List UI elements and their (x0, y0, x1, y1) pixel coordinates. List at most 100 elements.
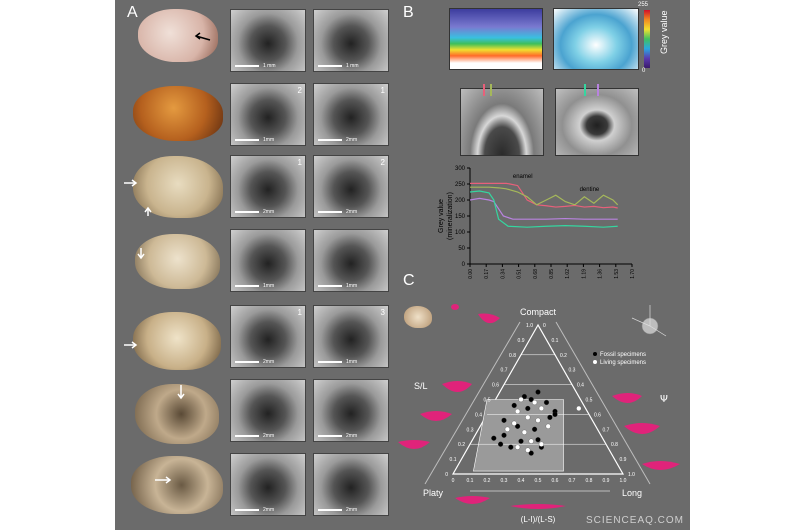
bottom-axis-label: (L-I)/(L-S) (521, 515, 556, 524)
sem-scale: 2mm (346, 209, 358, 215)
sem-scale: 1mm (263, 283, 275, 289)
tooth-photo-4 (135, 234, 220, 289)
sem-scale: 2mm (346, 507, 358, 513)
series-line (469, 197, 618, 220)
arrow-icon (124, 179, 185, 484)
legend-label: Living specimens (600, 360, 646, 366)
sem-number: 1 (297, 308, 302, 317)
scatter-point (543, 399, 550, 406)
x-tick-label: 0.51 (517, 269, 523, 279)
scatter-point (532, 426, 538, 432)
scatter-point (532, 399, 538, 406)
sem-image: 1 mm (313, 9, 389, 72)
scatter-point (515, 423, 521, 429)
sem-number: 3 (380, 308, 385, 317)
scatter-point (501, 432, 507, 438)
sem-image: 2mm (313, 379, 389, 442)
left-tick-label: 0.3 (467, 427, 474, 433)
left-tick-label: 0 (445, 472, 448, 478)
scatter-point (525, 405, 531, 411)
right-axis-arrow (555, 321, 651, 485)
sem-image: 1 2mm (313, 83, 389, 146)
scatter-point (525, 414, 531, 420)
marker-arrow-icon (483, 84, 599, 96)
shaded-region (473, 399, 564, 472)
tooth-photo-6 (135, 384, 219, 444)
right-tick-label: 0.5 (586, 398, 593, 404)
sem-scale: 1mm (346, 283, 358, 289)
scatter-point (552, 411, 558, 417)
tooth-photo-1 (138, 9, 218, 62)
scatter-point (515, 444, 521, 450)
y-tick-label: 50 (458, 246, 465, 252)
right-tick-label: 1.0 (628, 472, 635, 478)
arrow-icon (194, 32, 211, 41)
left-tick-label: 0.6 (492, 383, 499, 389)
y-axis-label: Grey value (438, 199, 445, 233)
bottom-tick-label: 0 (452, 478, 455, 484)
ct-colormap-1 (449, 8, 543, 70)
orientation-axis (631, 317, 651, 327)
scatter-point (538, 405, 544, 411)
scatter-point (576, 405, 582, 411)
sem-number: 1 (380, 86, 385, 95)
left-tick-label: 0.9 (518, 338, 525, 344)
sem-number: 1 (297, 158, 302, 167)
tooth-photo-c (404, 306, 432, 328)
right-tick-label: 0.3 (569, 368, 576, 374)
panel-label-c: C (403, 272, 415, 289)
left-tick-label: 0.8 (509, 353, 516, 359)
bottom-tick-label: 0.3 (501, 478, 508, 484)
colorbar (644, 10, 650, 68)
x-tick-label: 1.19 (581, 269, 587, 279)
sem-image: 1 2mm (230, 305, 306, 368)
bottom-tick-label: 0.9 (603, 478, 610, 484)
left-tick-label: 0.1 (450, 457, 457, 463)
scatter-point (518, 396, 524, 403)
watermark: SCIENCEAQ.COM (585, 515, 684, 526)
right-tick-label: 0.1 (552, 338, 559, 344)
bottom-tick-label: 0.1 (467, 478, 474, 484)
ct-slice-2 (555, 88, 639, 156)
tooth-photo-5 (133, 312, 221, 370)
sem-scale: 2mm (263, 359, 275, 365)
right-axis-label: Ψ (660, 394, 668, 405)
scatter-point (508, 444, 514, 450)
sem-image: 2mm (230, 453, 306, 516)
bottom-tick-label: 0.6 (552, 478, 559, 484)
tooth-photo-7 (131, 456, 223, 514)
ct-slice-1 (460, 88, 544, 156)
x-tick-label: 1.70 (630, 269, 636, 279)
sem-scale: 2mm (263, 507, 275, 513)
y-axis-label: (mineralization) (447, 192, 454, 240)
x-tick-label: 0.85 (549, 269, 555, 279)
sem-scale: 2mm (263, 433, 275, 439)
scatter-point (525, 447, 531, 453)
sem-image: 1mm (313, 229, 389, 292)
ct-colormap-2 (553, 8, 639, 70)
y-tick-label: 300 (455, 166, 466, 172)
vertex-label-top: Compact (520, 307, 557, 317)
grey-value-line-chart: 0 50 100 150 200 250 300 0.00 0.17 0.34 0.51 0.68 0.… (438, 166, 636, 279)
x-tick-label: 0.00 (468, 269, 474, 279)
scatter-point (547, 414, 553, 420)
figure-panel: A B C 1 mm 1 mm 2 1mm 1 2mm 1 2mm 2 2mm 1mm … (115, 0, 690, 530)
left-tick-label: 0.5 (484, 398, 491, 404)
left-tick-label: 0.2 (458, 442, 465, 448)
sem-image: 3 1mm (313, 305, 389, 368)
scatter-point (511, 420, 517, 426)
sem-scale: 1mm (346, 359, 358, 365)
scatter-point (491, 435, 497, 441)
scatter-point (511, 402, 517, 409)
scatter-point (545, 423, 551, 429)
y-tick-label: 0 (462, 262, 466, 268)
left-tick-label: 0.4 (475, 412, 482, 418)
scatter-point (498, 441, 504, 447)
x-tick-label: 0.34 (500, 269, 506, 279)
series-line (469, 190, 618, 228)
y-tick-label: 200 (455, 198, 466, 204)
sem-image: 2 1mm (230, 83, 306, 146)
left-tick-label: 1.0 (526, 323, 533, 329)
bottom-tick-label: 0.8 (586, 478, 593, 484)
